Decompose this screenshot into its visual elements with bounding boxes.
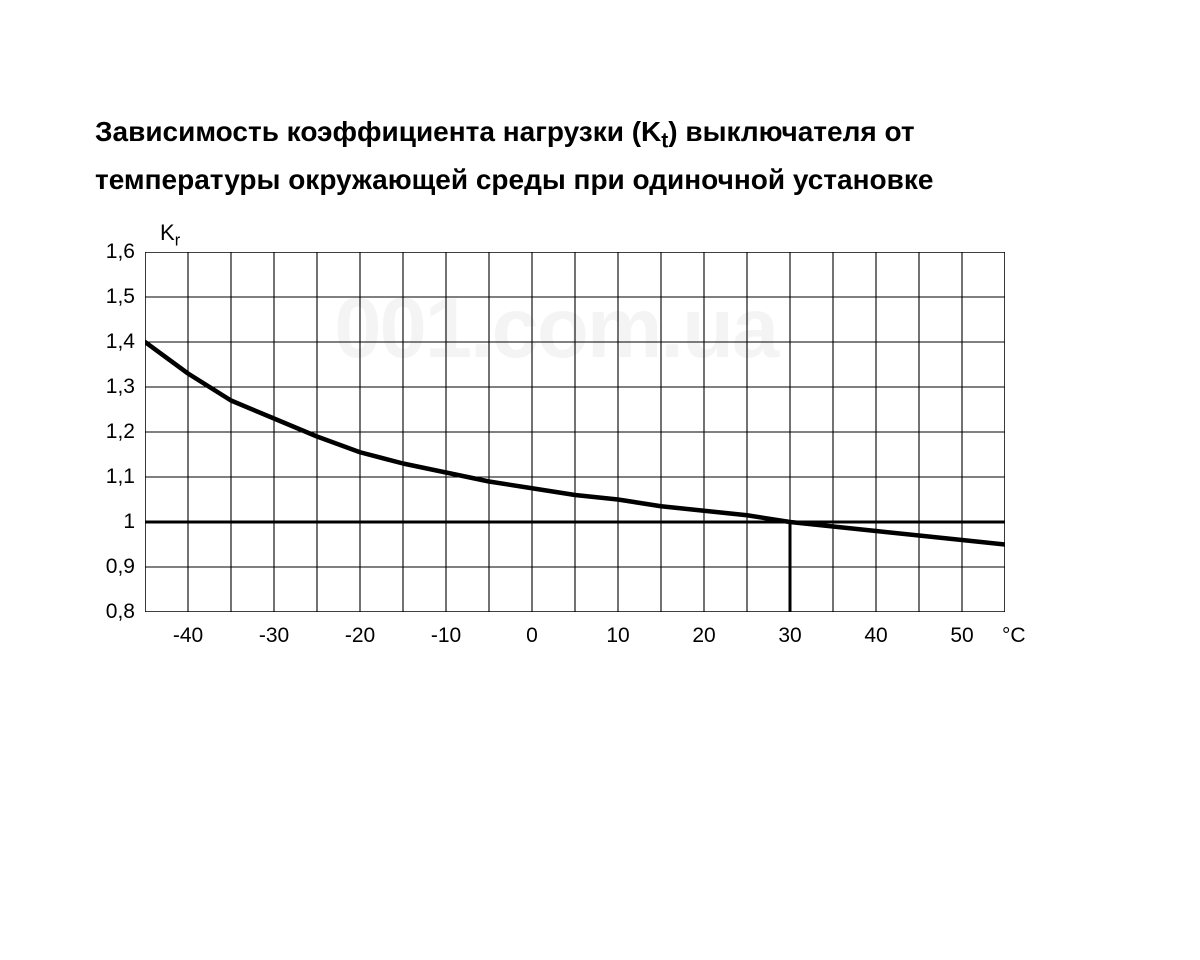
y-tick-label: 1 <box>123 510 135 534</box>
y-tick-label: 1,3 <box>106 375 135 399</box>
x-tick-label: 50 <box>950 624 973 648</box>
title-line-2: температуры окружающей среды при одиночн… <box>95 164 933 195</box>
x-tick-label: 20 <box>692 624 715 648</box>
y-tick-label: 1,6 <box>106 240 135 264</box>
x-tick-label: -40 <box>173 624 203 648</box>
y-tick-label: 0,9 <box>106 555 135 579</box>
x-tick-label: 0 <box>526 624 538 648</box>
x-tick-label: 30 <box>778 624 801 648</box>
chart-svg <box>145 252 1005 612</box>
y-tick-label: 1,2 <box>106 420 135 444</box>
y-axis-label: Kr <box>160 220 180 250</box>
x-tick-label: 40 <box>864 624 887 648</box>
x-unit-label: °C <box>1002 624 1026 648</box>
chart-title: Зависимость коэффициента нагрузки (Kt) в… <box>85 110 1115 202</box>
x-tick-label: -30 <box>259 624 289 648</box>
chart-plot-area: Kr 0,80,911,11,21,31,41,51,6 -40-30-20-1… <box>145 252 1115 612</box>
x-tick-label: 10 <box>606 624 629 648</box>
x-tick-label: -10 <box>431 624 461 648</box>
title-line-1: Зависимость коэффициента нагрузки (Kt) в… <box>95 116 915 147</box>
y-tick-label: 1,1 <box>106 465 135 489</box>
y-tick-label: 1,4 <box>106 330 135 354</box>
y-tick-label: 0,8 <box>106 600 135 624</box>
x-tick-label: -20 <box>345 624 375 648</box>
y-tick-label: 1,5 <box>106 285 135 309</box>
chart-container: Зависимость коэффициента нагрузки (Kt) в… <box>0 0 1200 662</box>
